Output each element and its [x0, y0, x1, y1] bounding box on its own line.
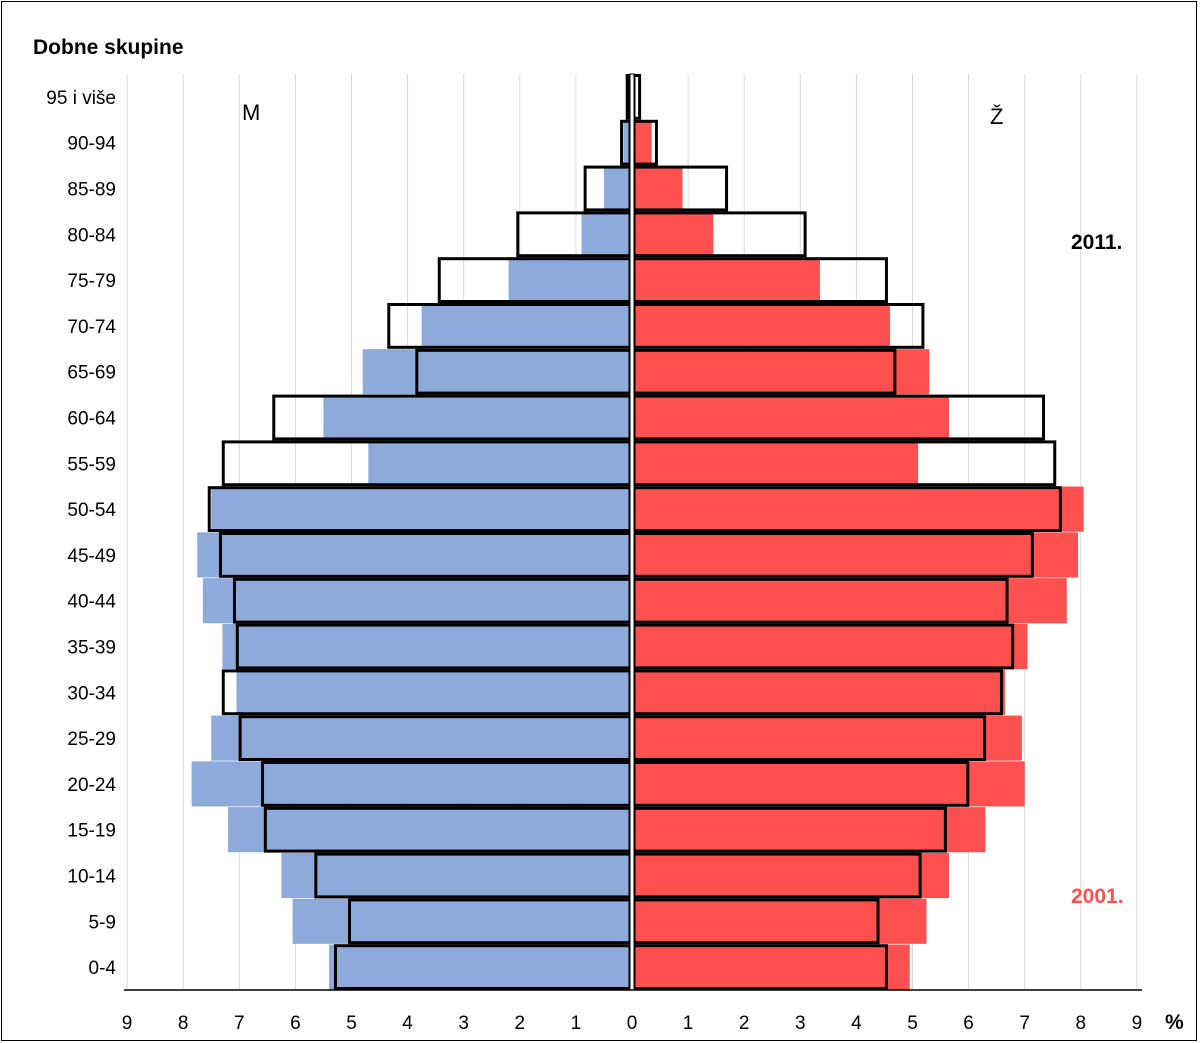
category-label: 90-94	[67, 134, 116, 155]
x-tick-label: 3	[458, 1013, 469, 1034]
category-label: 65-69	[67, 363, 116, 384]
x-tick-label: 4	[851, 1013, 862, 1034]
bar-2001-male-16	[228, 807, 632, 853]
category-label: 25-29	[67, 729, 116, 750]
x-tick-label: 5	[346, 1013, 357, 1034]
bar-2001-male-11	[202, 578, 632, 624]
bar-2001-male-15	[191, 761, 633, 807]
category-labels: 95 i više 90-94 85-89 80-84 75-79 70-74 65-69 6…	[46, 88, 116, 979]
bar-2011-female-0	[632, 74, 642, 120]
x-tick-label: 3	[795, 1013, 806, 1034]
bar-2001-female-8	[632, 440, 919, 486]
center-axis	[629, 73, 635, 991]
bars-2011	[207, 73, 1062, 991]
category-label: 45-49	[67, 546, 116, 567]
bar-2001-male-6	[362, 349, 632, 395]
bar-2001-female-9	[632, 486, 1084, 532]
bar-2001-female-2	[632, 165, 683, 212]
chart-title: Dobne skupine	[33, 36, 184, 59]
category-label: 70-74	[67, 317, 116, 338]
category-label: 95 i više	[46, 88, 116, 109]
category-label: 5-9	[89, 912, 116, 933]
male-side-label: M	[242, 100, 260, 125]
bar-2001-female-18	[632, 898, 927, 944]
category-label: 80-84	[67, 225, 116, 246]
category-label: 60-64	[67, 409, 116, 430]
bar-2001-male-17	[281, 852, 632, 899]
category-label: 40-44	[67, 592, 116, 613]
female-side-label: Ž	[990, 104, 1003, 129]
bar-2001-male-9	[211, 486, 632, 532]
category-label: 0-4	[89, 958, 117, 979]
x-tick-label: 1	[683, 1013, 694, 1034]
bar-2001-female-1	[632, 120, 652, 166]
bar-2001-male-18	[292, 898, 632, 944]
bar-2001-male-3	[581, 211, 632, 257]
bar-2001-male-14	[211, 715, 632, 761]
x-tick-label: 9	[122, 1013, 133, 1034]
bar-2001-female-12	[632, 623, 1028, 670]
bar-2001-male-2	[603, 165, 632, 212]
bar-2001-female-7	[632, 394, 949, 441]
category-label: 85-89	[67, 180, 116, 201]
category-label: 50-54	[67, 500, 116, 521]
x-tick-labels: 9 8 7 6 5 4 3 2 1 0 1 2 3 4 5 6 7 8 9	[122, 1013, 1142, 1034]
category-label: 10-14	[67, 867, 116, 888]
x-tick-label: 7	[1019, 1013, 1030, 1034]
x-tick-label: 4	[402, 1013, 413, 1034]
bars-2001	[191, 74, 1084, 990]
x-tick-label: 6	[963, 1013, 974, 1034]
bar-2001-female-16	[632, 807, 986, 853]
category-label: 20-24	[67, 775, 116, 796]
x-tick-label: 8	[1076, 1013, 1087, 1034]
year-label-2001: 2001.	[1071, 885, 1124, 908]
bar-2001-female-10	[632, 532, 1078, 578]
x-tick-label: 1	[571, 1013, 582, 1034]
x-tick-label: 9	[1132, 1013, 1143, 1034]
x-tick-label: 6	[290, 1013, 301, 1034]
category-label: 15-19	[67, 821, 116, 842]
bar-2001-male-4	[508, 257, 632, 303]
bar-2001-female-14	[632, 715, 1022, 761]
bar-2001-male-10	[197, 532, 632, 578]
bar-2001-female-3	[632, 211, 714, 257]
bar-2001-male-1	[623, 120, 632, 166]
bar-2001-male-12	[222, 623, 632, 670]
category-label: 30-34	[67, 683, 116, 704]
bar-2001-female-6	[632, 349, 930, 395]
category-label: 55-59	[67, 454, 116, 475]
bar-2001-female-15	[632, 761, 1025, 807]
x-tick-label: 7	[234, 1013, 245, 1034]
bar-2001-male-8	[368, 440, 632, 486]
bar-2001-male-7	[323, 394, 632, 441]
bar-2001-female-11	[632, 578, 1067, 624]
bar-2001-male-19	[329, 944, 632, 990]
bar-2001-female-17	[632, 852, 949, 899]
x-tick-label: 2	[739, 1013, 750, 1034]
category-label: 75-79	[67, 271, 116, 292]
year-label-2011: 2011.	[1071, 231, 1122, 254]
bar-2001-female-4	[632, 257, 820, 303]
bar-2001-male-13	[236, 669, 632, 715]
x-tick-label: 5	[907, 1013, 918, 1034]
bar-2001-female-5	[632, 303, 891, 349]
category-label: 35-39	[67, 638, 116, 659]
x-tick-label: 2	[515, 1013, 526, 1034]
bar-2001-female-13	[632, 669, 1006, 715]
bar-2001-male-5	[421, 303, 632, 349]
x-tick-label: 0	[627, 1013, 638, 1034]
x-axis-unit-label: %	[1165, 1011, 1184, 1034]
bar-2001-female-19	[632, 944, 910, 990]
x-tick-label: 8	[178, 1013, 189, 1034]
